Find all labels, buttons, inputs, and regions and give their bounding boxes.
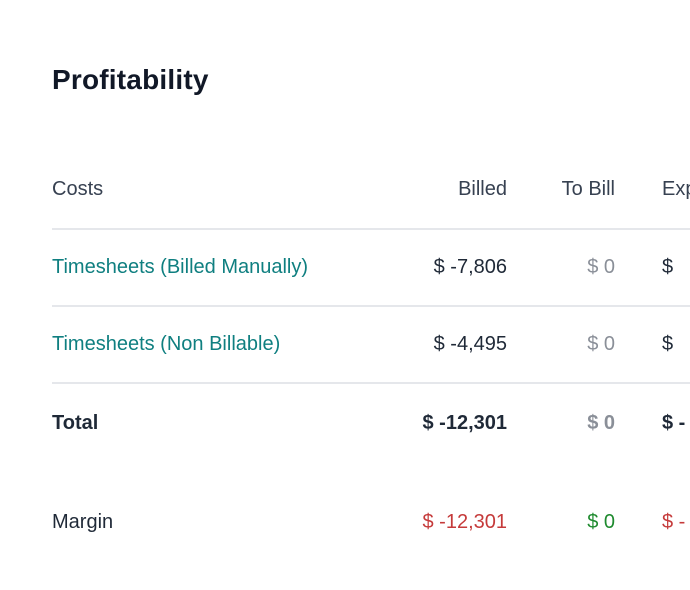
billed-cell: $ -4,495	[352, 306, 507, 384]
table-row: Timesheets (Non Billable) $ -4,495 $ 0 $	[52, 306, 690, 384]
column-header-billed: Billed	[352, 150, 507, 230]
margin-label: Margin	[52, 510, 114, 533]
to-bill-cell: $ 0	[507, 229, 615, 307]
total-exp-value: $ -	[662, 411, 686, 434]
total-label: Total	[52, 411, 99, 434]
exp-cell: $	[615, 306, 690, 384]
profitability-table: Costs Billed To Bill Exp Timesheets (Bil…	[52, 150, 690, 576]
column-header-costs: Costs	[52, 150, 352, 230]
total-billed-value: $ -12,301	[422, 411, 507, 434]
exp-cell: $	[615, 229, 690, 307]
total-to-bill-value: $ 0	[587, 411, 615, 434]
timesheets-non-billable-link[interactable]: Timesheets (Non Billable)	[52, 306, 352, 384]
total-row: Total $ -12,301 $ 0 $ -	[52, 383, 690, 462]
billed-cell: $ -7,806	[352, 229, 507, 307]
table-header-row: Costs Billed To Bill Exp	[52, 150, 690, 230]
page-title: Profitability	[52, 64, 209, 95]
margin-billed-value: $ -12,301	[422, 510, 507, 533]
column-header-to-bill: To Bill	[507, 150, 615, 230]
margin-exp-value: $ -	[662, 510, 686, 533]
table-row: Timesheets (Billed Manually) $ -7,806 $ …	[52, 229, 690, 307]
margin-to-bill-value: $ 0	[587, 510, 615, 533]
margin-row: Margin $ -12,301 $ 0 $ -	[52, 462, 690, 576]
timesheets-billed-manually-link[interactable]: Timesheets (Billed Manually)	[52, 229, 352, 307]
profitability-table-container[interactable]: Costs Billed To Bill Exp Timesheets (Bil…	[52, 150, 690, 576]
to-bill-cell: $ 0	[507, 306, 615, 384]
column-header-exp: Exp	[615, 150, 690, 230]
